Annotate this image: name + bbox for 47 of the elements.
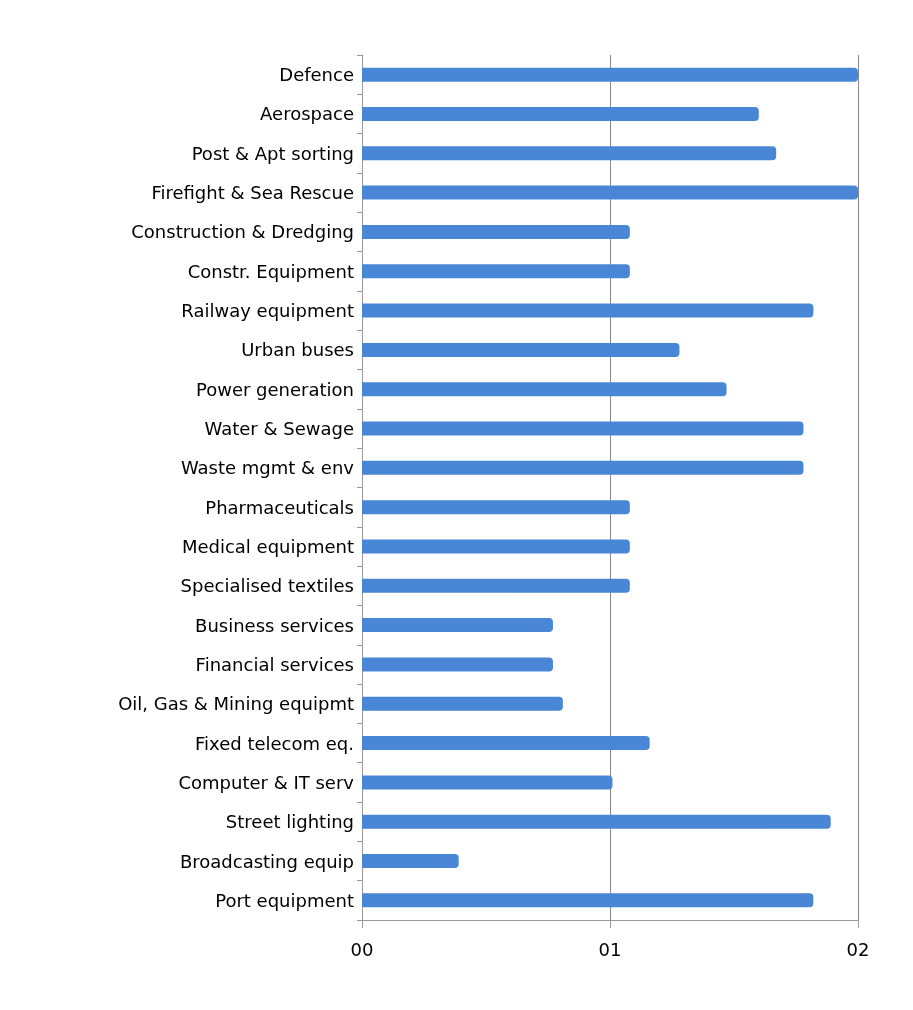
bar xyxy=(362,460,804,475)
y-tick-label: Specialised textiles xyxy=(180,575,354,597)
y-tick-label: Defence xyxy=(279,64,354,86)
bar xyxy=(362,578,630,593)
bar xyxy=(362,854,459,869)
y-tick-label: Oil, Gas & Mining equipmt xyxy=(118,693,354,715)
y-tick-label: Street lighting xyxy=(225,811,354,833)
y-tick-label: Construction & Dredging xyxy=(131,221,354,243)
y-tick-label: Fixed telecom eq. xyxy=(195,732,354,754)
bar xyxy=(362,264,630,279)
bar xyxy=(362,618,553,633)
y-tick-label: Computer & IT serv xyxy=(178,771,355,793)
bar xyxy=(362,893,814,908)
bar xyxy=(362,421,804,436)
bar xyxy=(362,657,553,672)
y-tick-label: Urban buses xyxy=(241,339,354,361)
bar xyxy=(362,736,650,751)
y-tick-label: Financial services xyxy=(195,653,354,675)
y-tick-label: Medical equipment xyxy=(181,535,354,557)
y-tick-label: Post & Apt sorting xyxy=(191,142,354,164)
bar xyxy=(362,67,858,82)
bar xyxy=(362,775,613,790)
y-tick-label: Aerospace xyxy=(260,103,354,125)
bar xyxy=(362,500,630,515)
y-tick-label: Power generation xyxy=(195,378,354,400)
bar xyxy=(362,185,858,200)
y-tick-label: Pharmaceuticals xyxy=(205,496,354,518)
bar xyxy=(362,146,777,161)
y-tick-label: Broadcasting equip xyxy=(179,850,354,872)
y-tick-label: Constr. Equipment xyxy=(187,260,354,282)
y-tick-label: Railway equipment xyxy=(181,300,354,322)
y-tick-label: Waste mgmt & env xyxy=(180,457,355,479)
x-tick-label: 01 xyxy=(598,938,622,960)
y-tick-label: Port equipment xyxy=(215,889,354,911)
bar xyxy=(362,106,759,121)
bar xyxy=(362,814,831,829)
bar xyxy=(362,382,727,397)
bar xyxy=(362,342,680,357)
bar xyxy=(362,696,563,711)
x-tick-label: 02 xyxy=(846,938,870,960)
bar xyxy=(362,303,814,318)
y-tick-label: Firefight & Sea Rescue xyxy=(151,182,354,204)
x-tick-label: 00 xyxy=(350,938,374,960)
bar xyxy=(362,224,630,239)
y-tick-label: Water & Sewage xyxy=(204,418,354,440)
y-tick-label: Business services xyxy=(195,614,354,636)
bar xyxy=(362,539,630,554)
